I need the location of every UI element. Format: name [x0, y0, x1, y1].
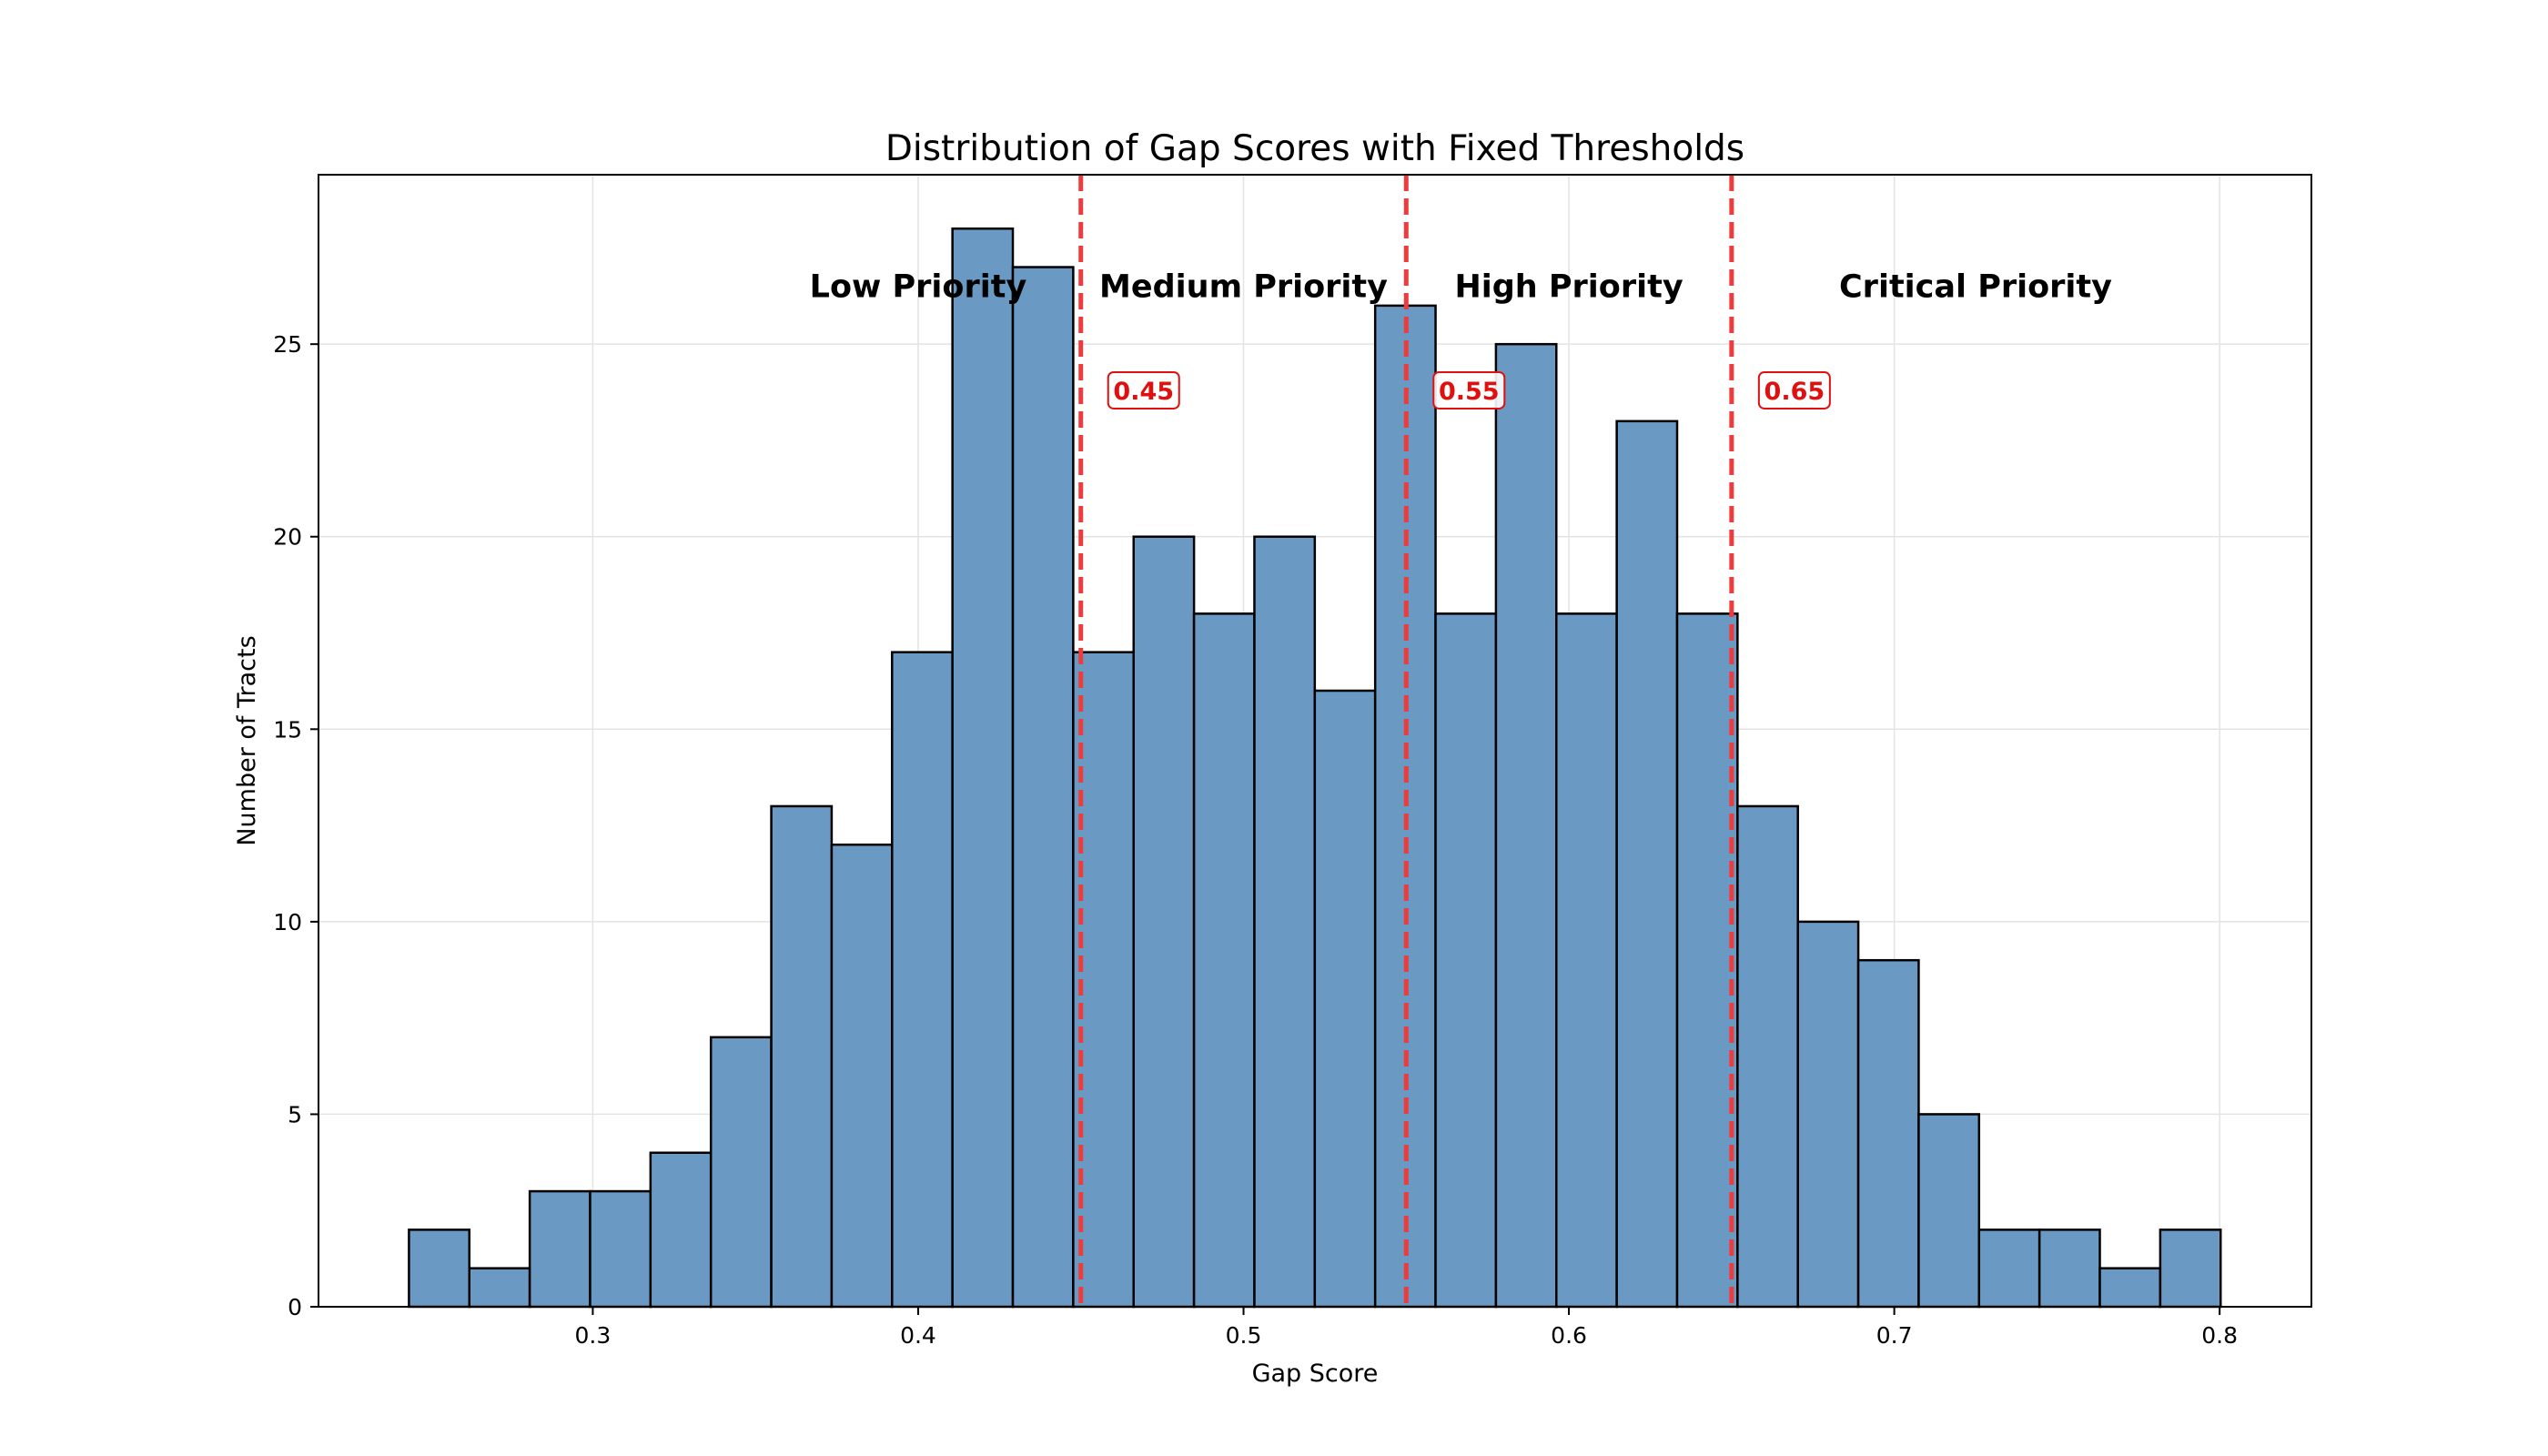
y-tick-label: 15	[273, 716, 302, 743]
threshold-label-box	[1107, 370, 1180, 410]
histogram-bar	[1313, 689, 1377, 1309]
histogram-bar	[1494, 342, 1558, 1309]
histogram-bars	[408, 227, 2222, 1309]
histogram-bar	[1856, 958, 1920, 1309]
y-tick-label: 20	[273, 524, 302, 551]
histogram-bar	[951, 227, 1015, 1309]
histogram-bar	[2098, 1267, 2162, 1309]
y-tick-label: 5	[288, 1101, 302, 1127]
threshold-label-box	[1432, 370, 1506, 410]
threshold-label: 0.45	[1113, 378, 1174, 406]
histogram-bar	[1555, 612, 1618, 1309]
axis-ticks: 0.3 0.4 0.5 0.6 0.7 0.8 0 5 10 15 20 25	[273, 331, 2238, 1349]
region-label: Low Priority	[810, 269, 1027, 306]
y-tick-label: 10	[273, 909, 302, 935]
histogram-bar	[770, 804, 834, 1309]
y-axis-label: Number of Tracts	[233, 635, 261, 845]
region-label: Critical Priority	[1839, 269, 2112, 306]
histogram-bar	[1132, 535, 1196, 1309]
histogram-bar	[1977, 1228, 2041, 1309]
chart-title: Distribution of Gap Scores with Fixed Th…	[885, 128, 1744, 169]
x-axis-label: Gap Score	[1252, 1360, 1379, 1388]
histogram-bar	[891, 651, 954, 1309]
histogram-bar	[1192, 612, 1256, 1309]
histogram-bar	[1011, 266, 1075, 1309]
histogram-bar	[589, 1189, 652, 1309]
histogram-bar	[1917, 1113, 1981, 1309]
histogram-bar	[1434, 612, 1498, 1309]
histogram-bar	[649, 1151, 713, 1309]
x-tick-label: 0.6	[1551, 1322, 1587, 1349]
threshold-label-box	[1757, 370, 1831, 410]
histogram-bar	[1796, 920, 1860, 1309]
histogram-bar	[1615, 420, 1679, 1309]
plot-frame	[318, 174, 2312, 1308]
histogram-bar	[1253, 535, 1317, 1309]
x-tick-label: 0.3	[575, 1322, 612, 1349]
histogram-bar	[830, 843, 894, 1309]
threshold-label: 0.55	[1439, 378, 1500, 406]
histogram-bar	[1736, 804, 1799, 1309]
histogram-bar	[2159, 1228, 2222, 1309]
region-label: High Priority	[1454, 269, 1683, 306]
histogram-bar	[2037, 1228, 2101, 1309]
histogram-bar	[528, 1189, 592, 1309]
x-tick-label: 0.5	[1226, 1322, 1262, 1349]
histogram-bar	[709, 1036, 773, 1309]
x-tick-label: 0.8	[2201, 1322, 2238, 1349]
y-tick-label: 0	[288, 1294, 302, 1320]
y-tick-label: 25	[273, 331, 302, 358]
x-tick-label: 0.4	[900, 1322, 936, 1349]
annotation-labels: 0.45 0.55 0.65 Low Priority Medium Priority H…	[810, 269, 2112, 410]
histogram-bar	[468, 1267, 531, 1309]
histogram-bar	[408, 1228, 471, 1309]
histogram-bar	[1072, 651, 1135, 1309]
histogram-bar	[1675, 612, 1739, 1309]
x-tick-label: 0.7	[1876, 1322, 1913, 1349]
threshold-label: 0.65	[1764, 378, 1825, 406]
region-label: Medium Priority	[1099, 269, 1388, 306]
